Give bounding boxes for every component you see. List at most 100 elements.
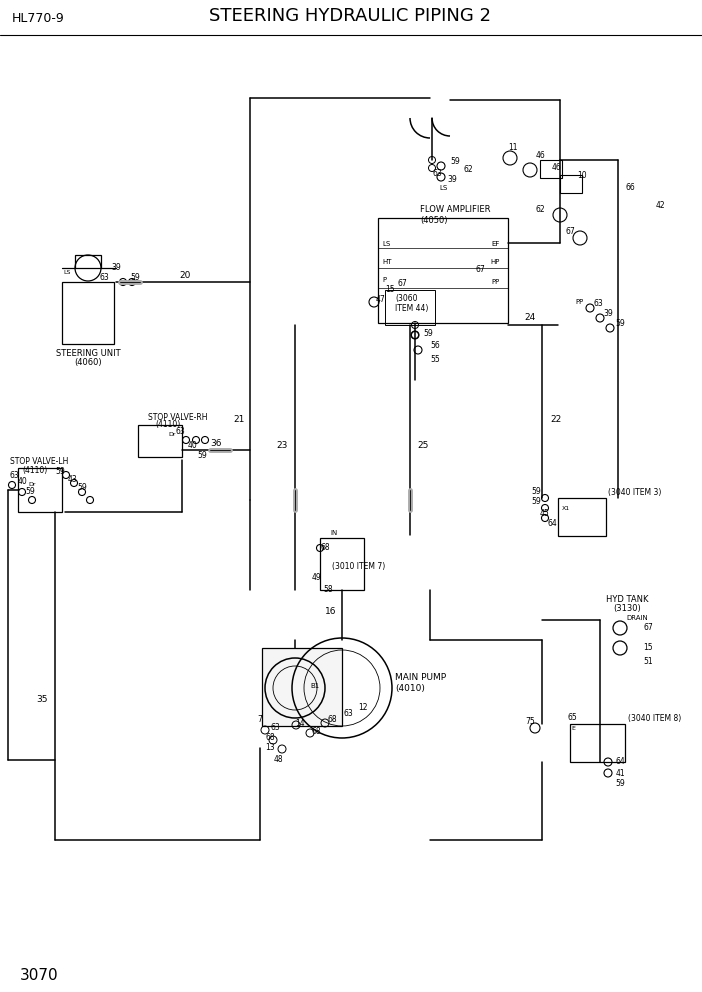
Text: 68: 68 bbox=[311, 727, 321, 736]
Text: 67: 67 bbox=[565, 227, 575, 236]
Text: EF: EF bbox=[491, 241, 500, 247]
Text: 64: 64 bbox=[547, 520, 557, 529]
Text: 13: 13 bbox=[265, 743, 274, 753]
Text: 59: 59 bbox=[55, 466, 65, 475]
Text: 59: 59 bbox=[423, 328, 433, 337]
Text: MAIN PUMP: MAIN PUMP bbox=[395, 674, 446, 682]
Text: 64: 64 bbox=[615, 758, 625, 767]
Bar bbox=[62, 282, 114, 344]
Text: (4050): (4050) bbox=[420, 215, 447, 224]
Text: P: P bbox=[382, 277, 386, 283]
Text: (3040 ITEM 3): (3040 ITEM 3) bbox=[608, 487, 661, 497]
Text: STOP VALVE-RH: STOP VALVE-RH bbox=[148, 413, 208, 422]
Bar bbox=[385, 290, 435, 325]
Text: X1: X1 bbox=[562, 506, 570, 511]
Text: Dr: Dr bbox=[28, 481, 36, 486]
Text: 66: 66 bbox=[625, 184, 635, 192]
Text: 39: 39 bbox=[603, 309, 613, 317]
Text: 12: 12 bbox=[358, 702, 368, 711]
Text: 59: 59 bbox=[130, 274, 140, 283]
Text: 55: 55 bbox=[430, 355, 440, 364]
Text: (3010 ITEM 7): (3010 ITEM 7) bbox=[332, 561, 385, 570]
Text: LS: LS bbox=[439, 185, 447, 191]
Bar bbox=[540, 160, 562, 178]
Text: 42: 42 bbox=[655, 200, 665, 209]
Text: 35: 35 bbox=[37, 695, 48, 704]
Text: 46: 46 bbox=[535, 151, 545, 160]
Text: 58: 58 bbox=[323, 585, 333, 594]
Text: 36: 36 bbox=[211, 439, 222, 448]
Text: LS: LS bbox=[63, 271, 71, 276]
Text: 59: 59 bbox=[531, 498, 541, 507]
Text: 14: 14 bbox=[295, 718, 305, 727]
Bar bbox=[378, 218, 508, 323]
Text: 47: 47 bbox=[375, 296, 385, 305]
Text: 24: 24 bbox=[524, 313, 536, 322]
Text: 59: 59 bbox=[531, 487, 541, 497]
Text: 63: 63 bbox=[9, 470, 19, 479]
Text: HL770-9: HL770-9 bbox=[12, 12, 65, 25]
Text: IN: IN bbox=[330, 530, 337, 536]
Text: PP: PP bbox=[491, 279, 500, 285]
Text: 67: 67 bbox=[643, 624, 653, 633]
Bar bbox=[18, 468, 62, 512]
Text: 63: 63 bbox=[432, 169, 442, 178]
Text: 59: 59 bbox=[615, 779, 625, 788]
Text: 16: 16 bbox=[324, 607, 336, 616]
Text: 68: 68 bbox=[265, 732, 274, 741]
Bar bbox=[560, 175, 582, 193]
Text: (3040 ITEM 8): (3040 ITEM 8) bbox=[628, 713, 681, 722]
Text: 20: 20 bbox=[179, 272, 191, 281]
Text: 39: 39 bbox=[111, 264, 121, 273]
Text: 56: 56 bbox=[430, 340, 440, 349]
Text: 51: 51 bbox=[643, 658, 653, 667]
Text: FLOW AMPLIFIER: FLOW AMPLIFIER bbox=[420, 205, 491, 214]
Text: (4110): (4110) bbox=[155, 421, 180, 430]
Text: 59: 59 bbox=[615, 318, 625, 327]
Text: 63: 63 bbox=[343, 709, 353, 718]
Text: 15: 15 bbox=[643, 644, 653, 653]
Text: 21: 21 bbox=[234, 416, 245, 425]
Text: 43: 43 bbox=[67, 474, 77, 483]
Text: 63: 63 bbox=[270, 723, 280, 732]
Text: 63: 63 bbox=[175, 428, 185, 436]
Text: (3130): (3130) bbox=[613, 604, 641, 613]
Text: 49: 49 bbox=[311, 573, 321, 582]
Text: 68: 68 bbox=[320, 544, 330, 553]
Text: 23: 23 bbox=[277, 440, 288, 449]
Text: STOP VALVE-LH: STOP VALVE-LH bbox=[10, 457, 68, 466]
Text: 59: 59 bbox=[197, 450, 207, 459]
Text: 63: 63 bbox=[99, 273, 109, 282]
Text: B1: B1 bbox=[310, 683, 319, 689]
Text: 7: 7 bbox=[258, 715, 263, 724]
Text: 25: 25 bbox=[417, 440, 428, 449]
Text: ITEM 44): ITEM 44) bbox=[395, 304, 428, 312]
Text: 67: 67 bbox=[475, 266, 485, 275]
Text: E: E bbox=[571, 725, 575, 730]
Text: 11: 11 bbox=[508, 144, 518, 153]
Text: STEERING HYDRAULIC PIPING 2: STEERING HYDRAULIC PIPING 2 bbox=[209, 7, 491, 25]
Text: STEERING UNIT: STEERING UNIT bbox=[55, 349, 120, 358]
Bar bbox=[262, 648, 342, 726]
Text: 65: 65 bbox=[567, 713, 577, 722]
Text: 68: 68 bbox=[327, 715, 337, 724]
Bar bbox=[320, 538, 364, 590]
Text: 3070: 3070 bbox=[20, 967, 59, 982]
Text: 59: 59 bbox=[25, 486, 35, 495]
Text: (4010): (4010) bbox=[395, 683, 425, 692]
Text: 40: 40 bbox=[17, 477, 27, 486]
Text: 62: 62 bbox=[535, 205, 545, 214]
Bar bbox=[75, 255, 101, 268]
Text: 67: 67 bbox=[397, 279, 407, 288]
Text: 59: 59 bbox=[77, 483, 87, 492]
Text: 48: 48 bbox=[273, 756, 283, 765]
Text: 40: 40 bbox=[187, 440, 197, 449]
Text: HP: HP bbox=[491, 259, 500, 265]
Bar bbox=[558, 498, 606, 536]
Text: DRAIN: DRAIN bbox=[626, 615, 648, 621]
Text: 46: 46 bbox=[551, 164, 561, 173]
Text: 75: 75 bbox=[525, 717, 535, 726]
Bar bbox=[138, 425, 182, 457]
Bar bbox=[570, 724, 625, 762]
Text: 15: 15 bbox=[385, 286, 395, 295]
